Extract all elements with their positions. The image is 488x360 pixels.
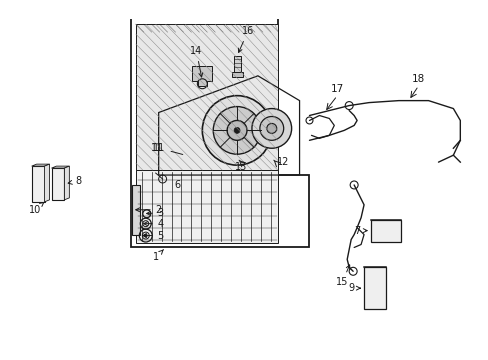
Circle shape	[251, 109, 291, 148]
Circle shape	[259, 117, 283, 140]
Text: 16: 16	[238, 26, 254, 53]
Circle shape	[234, 127, 240, 133]
Text: 1: 1	[152, 249, 163, 262]
Text: 10: 10	[28, 202, 44, 215]
Text: 4: 4	[143, 219, 163, 229]
Text: 3: 3	[146, 208, 163, 218]
Bar	[370, 220, 400, 242]
Text: 6: 6	[174, 180, 180, 190]
Bar	[136, 170, 277, 243]
Circle shape	[144, 234, 147, 237]
Text: 8: 8	[68, 176, 81, 186]
Polygon shape	[64, 166, 69, 200]
Polygon shape	[51, 166, 69, 168]
Text: 7: 7	[353, 226, 366, 235]
Text: 12: 12	[276, 157, 288, 167]
Text: 15: 15	[335, 265, 349, 287]
Text: 17: 17	[330, 84, 343, 94]
Text: 18: 18	[411, 74, 425, 84]
Circle shape	[202, 96, 271, 165]
Bar	[364, 267, 385, 309]
Text: 5: 5	[142, 230, 163, 240]
Circle shape	[266, 123, 276, 133]
Bar	[232, 72, 243, 77]
Bar	[51, 168, 64, 200]
Polygon shape	[136, 24, 277, 170]
Text: 9: 9	[347, 283, 360, 293]
Text: 11: 11	[151, 143, 163, 153]
Polygon shape	[44, 164, 49, 202]
Polygon shape	[192, 66, 212, 86]
Text: 14: 14	[190, 46, 203, 77]
Polygon shape	[32, 164, 49, 166]
Bar	[234, 56, 241, 72]
Text: 2: 2	[136, 205, 162, 215]
Circle shape	[226, 121, 246, 140]
Bar	[32, 166, 44, 202]
Bar	[132, 185, 140, 235]
Circle shape	[213, 107, 260, 154]
Text: 13: 13	[234, 162, 246, 172]
Text: 11: 11	[153, 143, 183, 154]
